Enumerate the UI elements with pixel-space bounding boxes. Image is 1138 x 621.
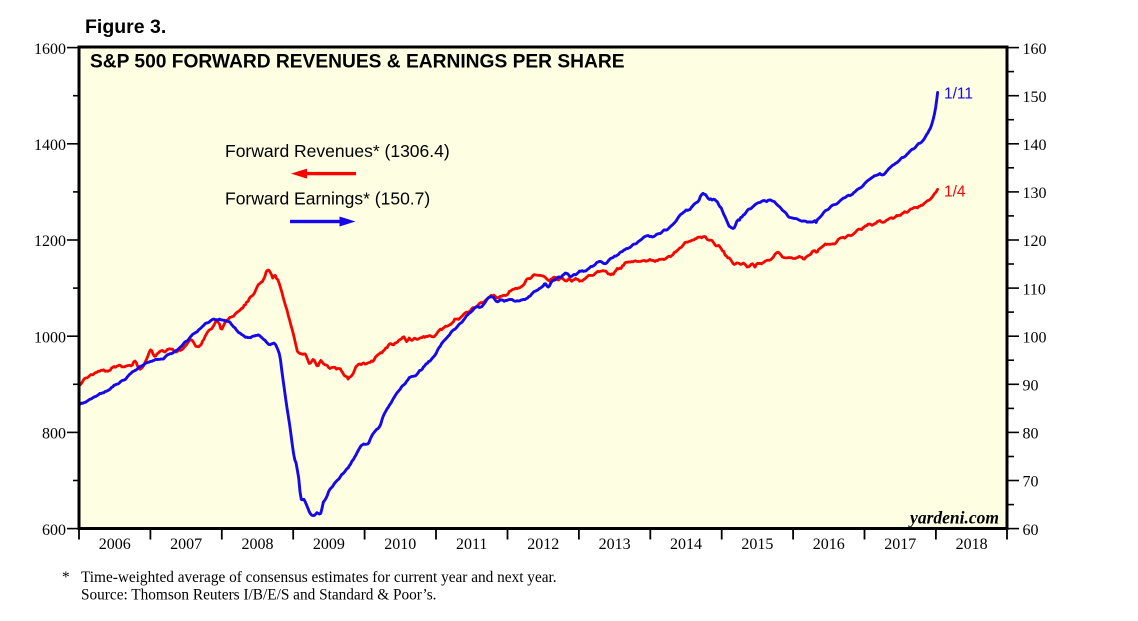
svg-text:600: 600 [42, 522, 66, 539]
svg-text:2014: 2014 [670, 536, 702, 553]
svg-text:160: 160 [1023, 41, 1047, 58]
svg-text:1/4: 1/4 [944, 184, 966, 201]
svg-text:1600: 1600 [34, 41, 66, 58]
svg-text:150: 150 [1023, 89, 1047, 106]
svg-text:2013: 2013 [599, 536, 631, 553]
svg-text:60: 60 [1023, 522, 1039, 539]
svg-text:2016: 2016 [813, 536, 845, 553]
svg-text:90: 90 [1023, 378, 1039, 395]
svg-text:2015: 2015 [741, 536, 773, 553]
svg-text:2012: 2012 [527, 536, 559, 553]
svg-text:2008: 2008 [242, 536, 274, 553]
svg-text:800: 800 [42, 426, 66, 443]
svg-text:2011: 2011 [456, 536, 487, 553]
svg-text:100: 100 [1023, 329, 1047, 346]
svg-text:2018: 2018 [956, 536, 988, 553]
svg-text:110: 110 [1023, 281, 1046, 298]
svg-text:Forward Revenues* (1306.4): Forward Revenues* (1306.4) [225, 141, 450, 161]
svg-text:1/11: 1/11 [944, 86, 973, 103]
svg-text:Figure 3.: Figure 3. [85, 16, 166, 38]
svg-text:Forward Earnings* (150.7): Forward Earnings* (150.7) [225, 189, 430, 209]
svg-text:Time-weighted average of conse: Time-weighted average of consensus estim… [81, 569, 557, 586]
svg-text:2006: 2006 [99, 536, 131, 553]
svg-text:1200: 1200 [34, 233, 66, 250]
svg-text:1000: 1000 [34, 329, 66, 346]
svg-text:yardeni.com: yardeni.com [908, 508, 999, 528]
svg-text:130: 130 [1023, 185, 1047, 202]
svg-text:1400: 1400 [34, 137, 66, 154]
svg-text:2007: 2007 [170, 536, 202, 553]
svg-text:80: 80 [1023, 426, 1039, 443]
svg-text:140: 140 [1023, 137, 1047, 154]
svg-text:2010: 2010 [384, 536, 416, 553]
svg-text:70: 70 [1023, 474, 1039, 491]
svg-text:*: * [62, 569, 70, 586]
svg-text:120: 120 [1023, 233, 1047, 250]
svg-text:Source: Thomson Reuters I/B/E/: Source: Thomson Reuters I/B/E/S and Stan… [81, 587, 437, 604]
svg-text:S&P 500 FORWARD REVENUES & EAR: S&P 500 FORWARD REVENUES & EARNINGS PER … [90, 52, 625, 73]
svg-text:2017: 2017 [884, 536, 916, 553]
svg-text:2009: 2009 [313, 536, 345, 553]
